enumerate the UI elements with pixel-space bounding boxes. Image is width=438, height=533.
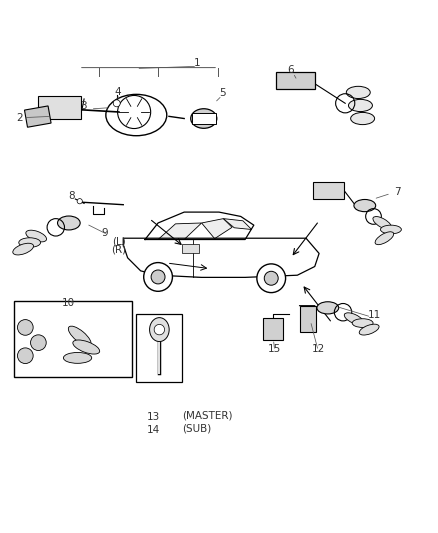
Ellipse shape	[375, 232, 394, 245]
Bar	[182, 244, 199, 254]
Bar	[39, 96, 81, 118]
Ellipse shape	[354, 199, 376, 212]
Circle shape	[18, 348, 33, 364]
Text: 4: 4	[115, 86, 121, 96]
Text: 1: 1	[194, 58, 201, 68]
Ellipse shape	[373, 216, 392, 229]
Text: 5: 5	[219, 88, 226, 98]
Text: 14: 14	[147, 425, 160, 435]
Ellipse shape	[352, 319, 373, 327]
Text: 7: 7	[394, 187, 401, 197]
Ellipse shape	[57, 216, 80, 230]
Text: (L): (L)	[112, 236, 126, 246]
Text: 9: 9	[101, 228, 108, 238]
Polygon shape	[158, 223, 201, 239]
Ellipse shape	[381, 225, 401, 234]
Ellipse shape	[317, 302, 339, 314]
Bar	[14, 301, 132, 377]
Ellipse shape	[344, 313, 364, 325]
Text: 2: 2	[16, 112, 23, 123]
Text: 3: 3	[80, 101, 87, 111]
Ellipse shape	[64, 352, 92, 364]
Polygon shape	[201, 219, 232, 239]
Circle shape	[144, 263, 173, 292]
Text: 15: 15	[268, 344, 281, 354]
Ellipse shape	[13, 243, 33, 255]
Bar	[136, 314, 182, 382]
Polygon shape	[223, 219, 252, 230]
Circle shape	[113, 100, 120, 107]
Bar	[262, 318, 283, 341]
Bar	[25, 106, 51, 127]
Text: (R): (R)	[111, 245, 127, 255]
Text: 8: 8	[69, 191, 75, 201]
Text: 10: 10	[62, 298, 75, 309]
Text: 12: 12	[311, 344, 325, 354]
Ellipse shape	[150, 318, 169, 342]
Ellipse shape	[346, 86, 370, 99]
Circle shape	[154, 325, 165, 335]
Ellipse shape	[73, 340, 100, 354]
Ellipse shape	[26, 230, 46, 242]
Ellipse shape	[349, 99, 372, 111]
Ellipse shape	[19, 238, 41, 247]
Bar	[300, 305, 316, 332]
Circle shape	[257, 264, 286, 293]
Circle shape	[77, 199, 82, 204]
Bar	[313, 182, 344, 199]
Circle shape	[31, 335, 46, 351]
Circle shape	[151, 270, 165, 284]
Text: 6: 6	[287, 65, 294, 75]
Ellipse shape	[359, 324, 379, 335]
Text: 13: 13	[147, 411, 160, 422]
Bar	[276, 72, 315, 89]
Bar	[192, 114, 216, 124]
Text: (SUB): (SUB)	[182, 424, 211, 434]
Ellipse shape	[191, 109, 217, 128]
Circle shape	[18, 320, 33, 335]
Text: (MASTER): (MASTER)	[182, 411, 233, 421]
Ellipse shape	[68, 326, 91, 346]
Circle shape	[264, 271, 278, 285]
Ellipse shape	[351, 112, 374, 125]
Text: 11: 11	[368, 310, 381, 320]
